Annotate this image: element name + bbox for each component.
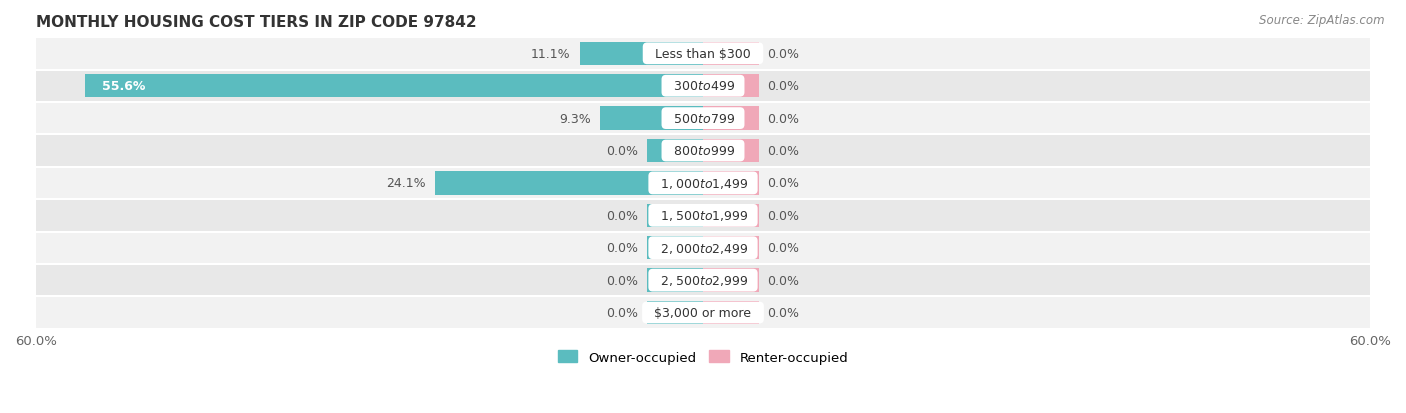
Text: $500 to $799: $500 to $799 xyxy=(666,112,740,125)
Bar xyxy=(703,140,759,163)
Text: Source: ZipAtlas.com: Source: ZipAtlas.com xyxy=(1260,14,1385,27)
Text: 0.0%: 0.0% xyxy=(606,209,638,222)
Text: 0.0%: 0.0% xyxy=(768,80,800,93)
Bar xyxy=(703,301,759,325)
Bar xyxy=(37,135,1369,167)
Text: 24.1%: 24.1% xyxy=(387,177,426,190)
Text: 0.0%: 0.0% xyxy=(768,242,800,255)
Bar xyxy=(703,204,759,228)
Text: $1,500 to $1,999: $1,500 to $1,999 xyxy=(652,209,754,223)
Text: 55.6%: 55.6% xyxy=(101,80,145,93)
Text: 0.0%: 0.0% xyxy=(768,112,800,125)
Bar xyxy=(37,232,1369,264)
Text: $3,000 or more: $3,000 or more xyxy=(647,306,759,319)
Bar xyxy=(647,237,703,260)
Text: 0.0%: 0.0% xyxy=(606,306,638,319)
Bar xyxy=(703,237,759,260)
Text: 0.0%: 0.0% xyxy=(768,145,800,158)
Bar xyxy=(37,264,1369,297)
Bar xyxy=(37,167,1369,199)
Text: 9.3%: 9.3% xyxy=(560,112,591,125)
Bar xyxy=(647,269,703,292)
Bar xyxy=(599,107,703,131)
Text: 0.0%: 0.0% xyxy=(606,242,638,255)
Text: MONTHLY HOUSING COST TIERS IN ZIP CODE 97842: MONTHLY HOUSING COST TIERS IN ZIP CODE 9… xyxy=(37,15,477,30)
Bar xyxy=(37,103,1369,135)
Bar xyxy=(37,297,1369,329)
Bar xyxy=(37,70,1369,103)
Bar xyxy=(37,199,1369,232)
Bar xyxy=(703,172,759,195)
Text: $800 to $999: $800 to $999 xyxy=(666,145,740,158)
Text: $300 to $499: $300 to $499 xyxy=(666,80,740,93)
Text: $2,000 to $2,499: $2,000 to $2,499 xyxy=(652,241,754,255)
Text: 0.0%: 0.0% xyxy=(768,209,800,222)
Bar xyxy=(647,204,703,228)
Text: 0.0%: 0.0% xyxy=(606,274,638,287)
Text: Less than $300: Less than $300 xyxy=(647,47,759,61)
Text: 0.0%: 0.0% xyxy=(768,177,800,190)
Text: 0.0%: 0.0% xyxy=(768,306,800,319)
Bar xyxy=(579,43,703,66)
Text: 0.0%: 0.0% xyxy=(606,145,638,158)
Bar xyxy=(703,107,759,131)
Text: $1,000 to $1,499: $1,000 to $1,499 xyxy=(652,176,754,190)
Text: 11.1%: 11.1% xyxy=(531,47,571,61)
Text: $2,500 to $2,999: $2,500 to $2,999 xyxy=(652,273,754,287)
Text: 0.0%: 0.0% xyxy=(768,47,800,61)
Bar xyxy=(434,172,703,195)
Bar xyxy=(84,75,703,98)
Bar xyxy=(647,140,703,163)
Bar xyxy=(703,43,759,66)
Bar xyxy=(703,269,759,292)
Bar xyxy=(647,301,703,325)
Legend: Owner-occupied, Renter-occupied: Owner-occupied, Renter-occupied xyxy=(553,345,853,369)
Bar xyxy=(703,75,759,98)
Text: 0.0%: 0.0% xyxy=(768,274,800,287)
Bar xyxy=(37,38,1369,70)
